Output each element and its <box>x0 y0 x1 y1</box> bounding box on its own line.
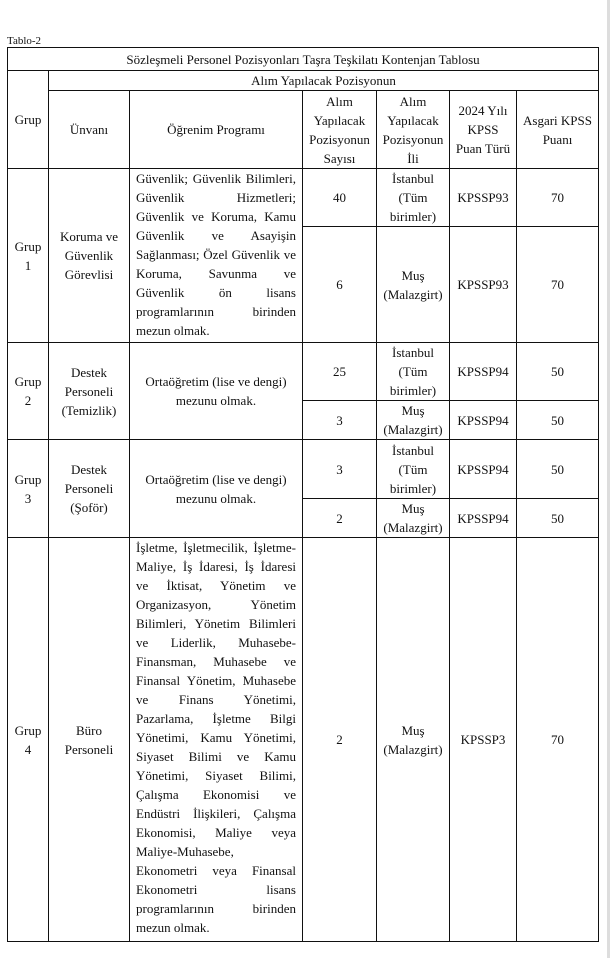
cell-il: İstanbul (Tüm birimler) <box>376 439 450 499</box>
cell-puan-turu: KPSSP93 <box>449 168 517 227</box>
table-row: Grup 2 Destek Personeli (Temizlik) Ortaöğr… <box>7 342 599 440</box>
quota-table: Sözleşmeli Personel Pozisyonları Taşra T… <box>7 47 599 942</box>
cell-asgari: 50 <box>516 439 599 499</box>
cell-puan-turu: KPSSP93 <box>449 226 517 343</box>
program-text: Güvenlik; Güvenlik Bilimleri, Güvenlik H… <box>136 171 296 338</box>
cell-asgari: 70 <box>516 537 599 942</box>
cell-puan-turu: KPSSP94 <box>449 498 517 538</box>
cell-sayi: 40 <box>302 168 377 227</box>
group-header: Alım Yapılacak Pozisyonun <box>48 70 599 91</box>
cell-unvan: Destek Personeli (Şoför) <box>48 439 130 538</box>
header-puan-turu: 2024 Yılı KPSS Puan Türü <box>449 90 517 169</box>
header-il: Alım Yapılacak Pozisyonun İli <box>376 90 450 169</box>
table-row: Grup 4 Büro Personeli İşletme, İşletmecili… <box>7 537 599 942</box>
cell-sayi: 2 <box>302 498 377 538</box>
cell-il: İstanbul (Tüm birimler) <box>376 168 450 227</box>
table-title: Sözleşmeli Personel Pozisyonları Taşra T… <box>7 47 599 71</box>
table-row: Grup 1 Koruma ve Güvenlik Görevlisi Güvenl… <box>7 168 599 343</box>
cell-sayi: 3 <box>302 439 377 499</box>
cell-asgari: 50 <box>516 342 599 401</box>
cell-il: Muş (Malazgirt) <box>376 498 450 538</box>
cell-program: Ortaöğretim (lise ve dengi) mezunu olmak… <box>129 342 303 440</box>
scrollbar-edge <box>607 0 610 958</box>
header-unvan: Ünvanı <box>48 90 130 169</box>
program-text: İşletme, İşletmecilik, İşletme-Maliye, İ… <box>136 540 296 935</box>
cell-grup: Grup 2 <box>7 342 49 440</box>
header-program: Öğrenim Programı <box>129 90 303 169</box>
cell-puan-turu: KPSSP94 <box>449 439 517 499</box>
cell-sayi: 25 <box>302 342 377 401</box>
table-row: 3 Muş (Malazgirt) KPSSP94 50 <box>8 400 599 440</box>
table-row: Grup 3 Destek Personeli (Şoför) Ortaöğreti… <box>7 439 599 538</box>
cell-il: Muş (Malazgirt) <box>376 400 450 440</box>
cell-grup: Grup 3 <box>7 439 49 538</box>
header-grup: Grup <box>7 70 49 169</box>
cell-unvan: Büro Personeli <box>48 537 130 942</box>
table-caption: Tablo-2 <box>7 35 42 47</box>
cell-grup: Grup 1 <box>7 168 49 343</box>
cell-il: Muş (Malazgirt) <box>376 226 450 343</box>
cell-il: Muş (Malazgirt) <box>376 537 450 942</box>
cell-grup: Grup 4 <box>7 537 49 942</box>
cell-program: Güvenlik; Güvenlik Bilimleri, Güvenlik H… <box>129 168 303 343</box>
table-row: 6 Muş (Malazgirt) KPSSP93 70 <box>8 226 599 343</box>
cell-puan-turu: KPSSP3 <box>449 537 517 942</box>
cell-asgari: 50 <box>516 498 599 538</box>
cell-puan-turu: KPSSP94 <box>449 342 517 401</box>
cell-puan-turu: KPSSP94 <box>449 400 517 440</box>
cell-asgari: 70 <box>516 168 599 227</box>
header-sayi: Alım Yapılacak Pozisyonun Sayısı <box>302 90 377 169</box>
cell-asgari: 50 <box>516 400 599 440</box>
cell-asgari: 70 <box>516 226 599 343</box>
cell-sayi: 3 <box>302 400 377 440</box>
cell-il: İstanbul (Tüm birimler) <box>376 342 450 401</box>
header-asgari: Asgari KPSS Puanı <box>516 90 599 169</box>
cell-unvan: Koruma ve Güvenlik Görevlisi <box>48 168 130 343</box>
cell-sayi: 2 <box>302 537 377 942</box>
table-row: 2 Muş (Malazgirt) KPSSP94 50 <box>8 498 599 538</box>
cell-unvan: Destek Personeli (Temizlik) <box>48 342 130 440</box>
cell-program: Ortaöğretim (lise ve dengi) mezunu olmak… <box>129 439 303 538</box>
cell-sayi: 6 <box>302 226 377 343</box>
cell-program: İşletme, İşletmecilik, İşletme-Maliye, İ… <box>129 537 303 942</box>
